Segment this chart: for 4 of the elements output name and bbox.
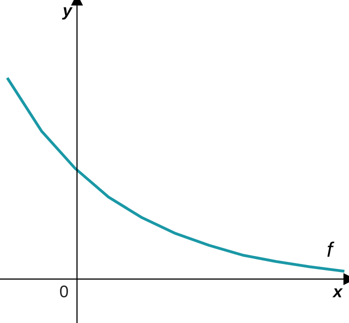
text: 0 xyxy=(60,286,68,298)
x-axis-title: x xyxy=(332,288,343,298)
y-axis-title: y xyxy=(62,7,73,20)
annotation: f xyxy=(327,242,334,257)
